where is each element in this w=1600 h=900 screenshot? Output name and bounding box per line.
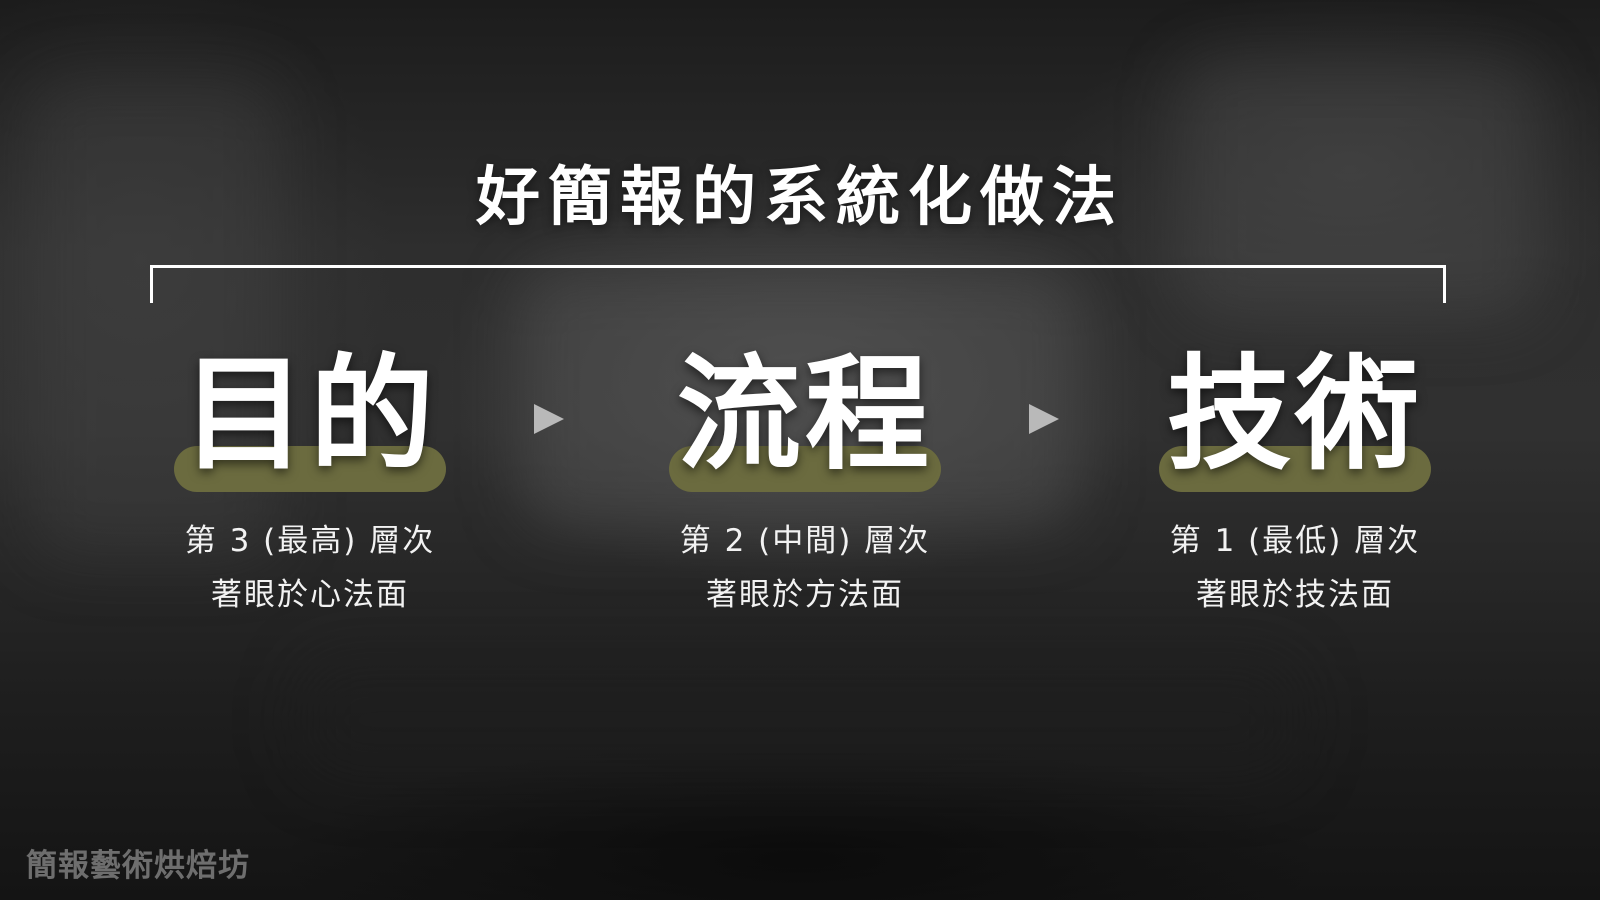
step-level: 第 2 (中間) 層次 xyxy=(679,523,931,559)
step-focus: 著眼於技法面 xyxy=(1196,577,1394,613)
highlight-bar xyxy=(1159,446,1431,492)
step-label: 流程 xyxy=(676,343,933,487)
step-focus: 著眼於心法面 xyxy=(211,577,409,613)
background-blur-shape xyxy=(300,660,1300,780)
step-column-purpose: 目的 第 3 (最高) 層次 著眼於心法面 xyxy=(160,340,460,622)
bracket-line xyxy=(150,265,1446,303)
step-focus: 著眼於方法面 xyxy=(706,577,904,613)
step-level: 第 1 (最低) 層次 xyxy=(1169,523,1421,559)
right-arrow-icon xyxy=(534,404,564,434)
step-label: 技術 xyxy=(1166,343,1423,487)
step-label: 目的 xyxy=(181,343,438,487)
background-blur-shape xyxy=(1180,60,1540,320)
step-description: 第 2 (中間) 層次 著眼於方法面 xyxy=(655,514,955,622)
step-description: 第 3 (最高) 層次 著眼於心法面 xyxy=(160,514,460,622)
watermark-text: 簡報藝術烘焙坊 xyxy=(26,848,250,884)
step-column-process: 流程 第 2 (中間) 層次 著眼於方法面 xyxy=(655,340,955,622)
highlight-bar xyxy=(174,446,446,492)
slide-title: 好簡報的系統化做法 xyxy=(476,161,1124,235)
step-description: 第 1 (最低) 層次 著眼於技法面 xyxy=(1145,514,1445,622)
step-level: 第 3 (最高) 層次 xyxy=(184,523,436,559)
highlight-bar xyxy=(669,446,941,492)
step-column-technique: 技術 第 1 (最低) 層次 著眼於技法面 xyxy=(1145,340,1445,622)
right-arrow-icon xyxy=(1029,404,1059,434)
